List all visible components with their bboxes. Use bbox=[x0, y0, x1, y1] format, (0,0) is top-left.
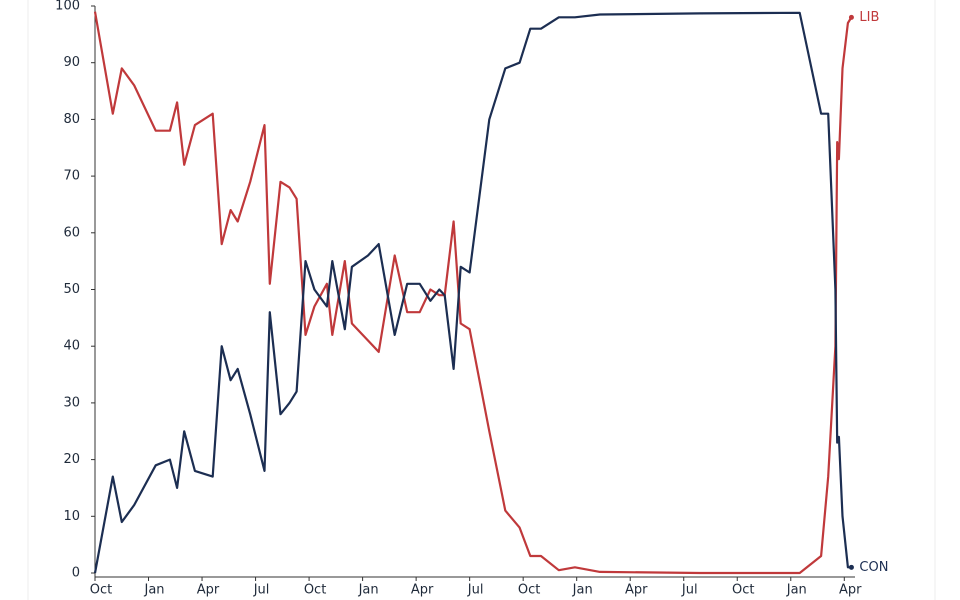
y-tick-label: 90 bbox=[63, 55, 80, 70]
x-tick-label: Oct bbox=[518, 583, 540, 598]
series-line bbox=[93, 11, 853, 575]
y-tick-label: 0 bbox=[72, 566, 80, 581]
x-tick-label: Jul bbox=[681, 583, 698, 598]
y-tick-label: 60 bbox=[63, 225, 80, 240]
y-tick-label: 20 bbox=[63, 452, 80, 467]
card bbox=[27, 0, 936, 600]
end-dot bbox=[848, 14, 854, 20]
series-line bbox=[93, 11, 852, 574]
series-label: CON bbox=[859, 560, 888, 575]
x-tick-label: Apr bbox=[197, 583, 220, 598]
y-tick-label: 70 bbox=[63, 169, 80, 184]
series-label: LIB bbox=[859, 10, 879, 25]
x-tick-label: Jul bbox=[253, 583, 270, 598]
x-tick-label: Jan bbox=[572, 583, 593, 598]
y-tick-label: 80 bbox=[63, 112, 80, 127]
y-tick-label: 40 bbox=[63, 339, 80, 354]
y-tick-label: 30 bbox=[63, 395, 80, 410]
x-tick-label: Apr bbox=[839, 583, 862, 598]
x-tick-label: Jan bbox=[358, 583, 379, 598]
x-tick-label: Oct bbox=[90, 583, 112, 598]
y-tick-label: 10 bbox=[63, 509, 80, 524]
x-tick-label: Oct bbox=[304, 583, 326, 598]
x-tick-label: Jan bbox=[786, 583, 807, 598]
y-tick-label: 100 bbox=[55, 0, 80, 14]
x-tick-label: Jul bbox=[467, 583, 484, 598]
y-tick-label: 50 bbox=[63, 282, 80, 297]
x-tick-label: Oct bbox=[732, 583, 754, 598]
end-dot bbox=[848, 564, 854, 570]
x-tick-label: Apr bbox=[411, 583, 434, 598]
x-tick-label: Jan bbox=[143, 583, 164, 598]
x-tick-label: Apr bbox=[625, 583, 648, 598]
